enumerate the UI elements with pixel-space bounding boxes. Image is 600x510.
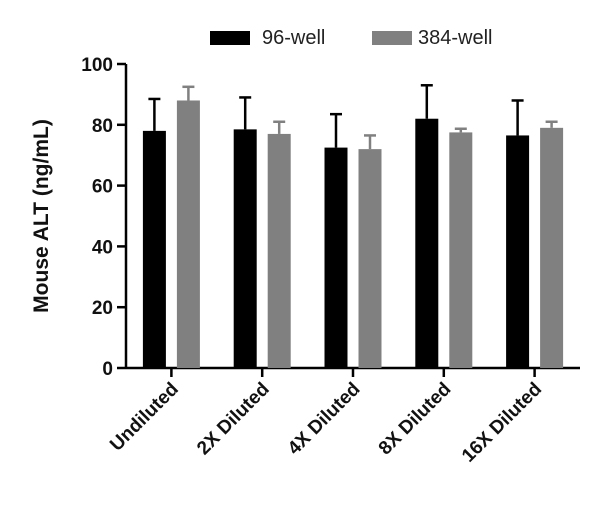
legend: 96-well 384-well: [210, 27, 492, 49]
y-tick-label: 100: [81, 55, 113, 76]
y-tick-label: 60: [92, 177, 113, 198]
y-tick-label: 0: [102, 359, 113, 380]
x-category-label: 4X Diluted: [284, 379, 365, 460]
x-category-label: 8X Diluted: [375, 379, 456, 460]
y-tick-label: 40: [92, 237, 113, 258]
x-axis: Undiluted 2X Diluted 4X Diluted 8X Diluted 1…: [106, 366, 580, 467]
y-axis: 0 20 40 60 80 100: [81, 55, 128, 380]
bar-96-well: [506, 135, 530, 368]
legend-label-96-well: 96-well: [262, 27, 325, 49]
x-category-label: 16X Diluted: [458, 379, 546, 467]
bar-384-well: [540, 127, 564, 368]
y-tick-label: 80: [92, 116, 113, 137]
y-tick-label: 20: [92, 298, 113, 319]
bar-384-well: [358, 149, 382, 368]
legend-swatch-96-well: [210, 31, 250, 45]
bar-96-well: [324, 147, 348, 368]
bar-96-well: [415, 118, 439, 368]
bar-384-well: [176, 100, 200, 368]
legend-swatch-384-well: [372, 31, 412, 45]
y-axis-label: Mouse ALT (ng/mL): [30, 119, 53, 313]
legend-label-384-well: 384-well: [418, 27, 492, 49]
bar-96-well: [142, 130, 166, 368]
x-category-label: Undiluted: [106, 379, 183, 456]
bar-series: [142, 84, 564, 368]
bar-384-well: [449, 132, 473, 368]
bar-96-well: [233, 129, 257, 368]
x-category-label: 2X Diluted: [193, 379, 274, 460]
bar-384-well: [267, 133, 291, 368]
